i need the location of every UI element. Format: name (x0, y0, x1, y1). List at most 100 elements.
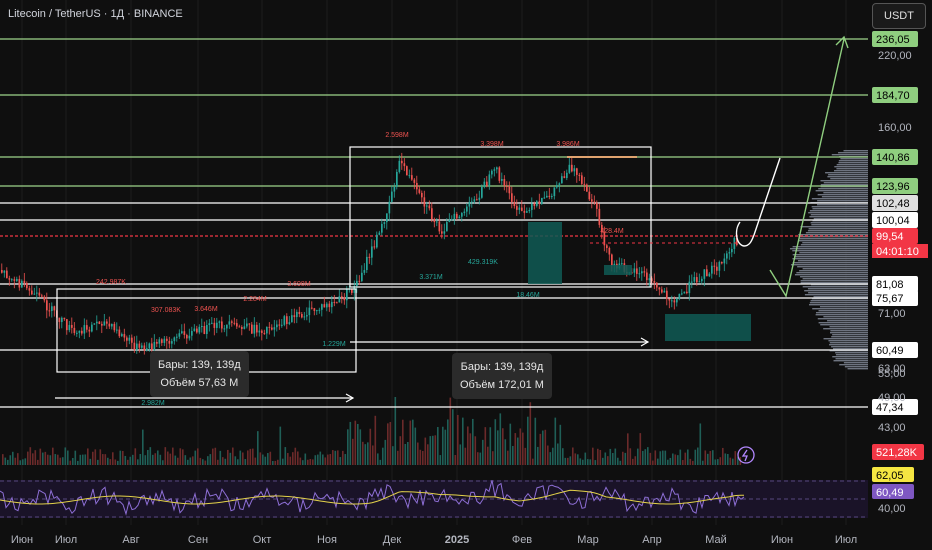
candle (418, 189, 421, 193)
candle (3, 270, 6, 273)
volume-bar (112, 452, 114, 465)
candle (303, 316, 306, 318)
volume-label: 521,28K (876, 447, 918, 459)
candle (568, 164, 571, 173)
candle (38, 292, 41, 296)
volume-bar (649, 452, 652, 465)
candle (686, 291, 688, 294)
candle (263, 332, 266, 334)
candle (153, 341, 156, 350)
profile-bar (811, 298, 868, 300)
volume-bar (669, 457, 672, 465)
profile-bar (810, 222, 868, 224)
candle (416, 182, 418, 190)
volume-bar (559, 424, 562, 465)
volume-bar (354, 420, 357, 465)
volume-bar (4, 457, 7, 465)
volume-bar (54, 454, 57, 465)
lightning-icon-bolt (741, 449, 748, 462)
candle (563, 176, 566, 178)
candle (78, 330, 81, 333)
candle (606, 245, 608, 248)
profile-bar (792, 258, 868, 260)
rsi-ma-label: 62,05 (876, 470, 904, 482)
candle (381, 223, 383, 233)
candle (166, 338, 168, 341)
candle (601, 224, 603, 233)
volume-bar (707, 453, 709, 465)
price-label: 60,49 (876, 345, 904, 357)
currency-button[interactable]: USDT (872, 3, 926, 29)
candle (683, 291, 686, 294)
volume-bar (617, 457, 619, 465)
volume-bar (702, 460, 704, 465)
candle (316, 310, 318, 312)
candle (281, 324, 283, 326)
volume-bar (459, 444, 462, 465)
candle (396, 171, 398, 187)
volume-bar (644, 449, 647, 465)
candle (296, 311, 298, 318)
candle (726, 253, 728, 259)
volume-bar (129, 456, 132, 465)
profile-bar (808, 292, 868, 294)
candle (561, 176, 563, 184)
candle (271, 327, 273, 330)
volume-bar (679, 449, 682, 465)
price-label-bg (872, 195, 918, 211)
volume-bar (249, 448, 252, 465)
candle (158, 339, 161, 344)
volume-bar (322, 454, 324, 465)
volume-bar (199, 457, 202, 465)
candle (301, 314, 303, 318)
annotation: 428.4M (600, 228, 624, 235)
volume-bar (642, 450, 644, 465)
volume-bar (722, 447, 724, 465)
volume-bar (274, 460, 277, 465)
price-label: 236,05 (876, 34, 910, 46)
volume-bar (39, 448, 42, 465)
candle (258, 330, 261, 333)
candle (513, 201, 516, 207)
candle (33, 293, 36, 295)
volume-bar (309, 458, 312, 465)
candle (298, 311, 301, 315)
volume-bar (419, 449, 422, 465)
y-tick: 55,00 (878, 368, 906, 380)
candle (326, 303, 328, 308)
price-label: 102,48 (876, 198, 910, 210)
candle (98, 321, 101, 324)
profile-bar (802, 286, 868, 288)
volume-bar (387, 423, 389, 465)
volume-bar (684, 452, 687, 465)
profile-bar (812, 308, 868, 310)
volume-bar (149, 447, 152, 465)
volume-bar (234, 456, 237, 465)
volume-bar (674, 454, 677, 465)
zone (604, 265, 632, 275)
candle (256, 324, 258, 333)
volume-bar (19, 460, 22, 465)
volume-bar (612, 452, 614, 465)
volume-bar (262, 454, 264, 465)
candle (586, 184, 588, 192)
candle (421, 192, 423, 198)
profile-bar (844, 366, 868, 368)
candle (208, 323, 211, 326)
profile-bar (800, 226, 868, 228)
candle (688, 281, 691, 294)
volume-bar (517, 437, 519, 465)
candle (28, 288, 31, 291)
volume-bar (49, 455, 52, 465)
volume-bar (37, 459, 39, 465)
volume-bar (244, 459, 247, 465)
candle (331, 301, 333, 308)
candle (156, 341, 158, 344)
profile-bar (799, 252, 868, 254)
candle (671, 300, 673, 302)
volume-bar (189, 457, 192, 465)
candle (571, 164, 573, 172)
candle (708, 273, 711, 277)
